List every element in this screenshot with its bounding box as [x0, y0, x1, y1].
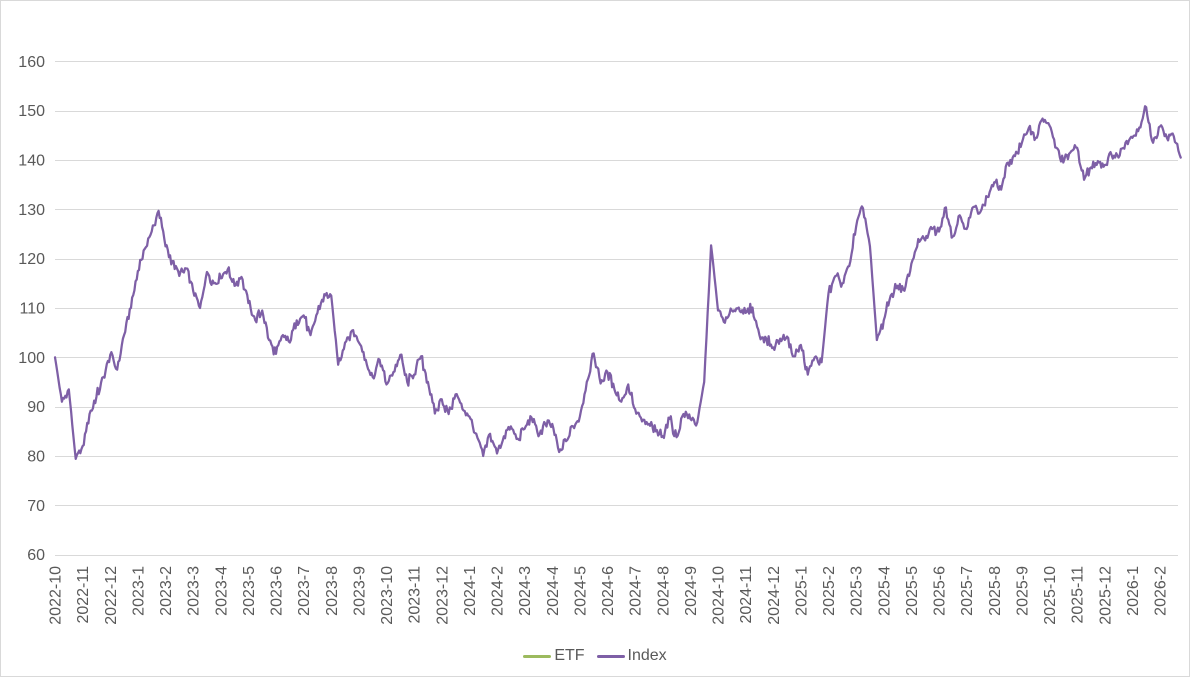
x-tick-label: 2025-9	[1014, 566, 1031, 616]
x-tick-label: 2023-3	[186, 566, 203, 616]
y-tick-label: 150	[18, 103, 45, 120]
x-tick-label: 2024-1	[462, 566, 479, 616]
x-tick-label: 2026-1	[1125, 566, 1142, 616]
x-tick-label: 2024-2	[490, 566, 507, 616]
x-tick-label: 2025-5	[904, 566, 921, 616]
x-tick-label: 2024-10	[711, 566, 728, 625]
x-tick-label: 2025-2	[821, 566, 838, 616]
x-tick-label: 2024-4	[545, 566, 562, 616]
legend-label-index: Index	[627, 647, 667, 664]
y-tick-label: 160	[18, 54, 45, 71]
x-tick-label: 2023-10	[379, 566, 396, 625]
x-tick-label: 2025-10	[1042, 566, 1059, 625]
y-tick-label: 140	[18, 153, 45, 170]
x-tick-label: 2023-9	[351, 566, 368, 616]
x-tick-label: 2025-8	[987, 566, 1004, 616]
x-tick-label: 2023-11	[407, 566, 424, 624]
x-tick-label: 2025-4	[876, 566, 893, 616]
x-tick-label: 2024-12	[766, 566, 783, 625]
x-tick-label: 2024-6	[600, 566, 617, 616]
legend-item-etf: ETF	[523, 646, 585, 666]
chart-legend: ETF Index	[0, 645, 1190, 667]
index-line-swatch	[596, 654, 625, 658]
x-tick-label: 2023-7	[296, 566, 313, 616]
x-tick-label: 2023-12	[434, 566, 451, 625]
y-tick-label: 110	[19, 301, 45, 318]
x-tick-label: 2025-7	[959, 566, 976, 616]
legend-item-index: Index	[596, 646, 667, 666]
x-tick-label: 2024-9	[683, 566, 700, 616]
x-tick-label: 2025-3	[849, 566, 866, 616]
x-tick-label: 2024-3	[517, 566, 534, 616]
x-tick-label: 2025-11	[1070, 566, 1087, 624]
y-tick-label: 120	[18, 251, 45, 268]
x-tick-label: 2022-10	[48, 566, 65, 625]
y-tick-label: 100	[18, 350, 45, 367]
x-tick-label: 2022-11	[75, 566, 92, 624]
x-tick-label: 2023-4	[213, 566, 230, 616]
index-line	[53, 105, 1182, 461]
x-tick-label: 2022-12	[103, 566, 120, 625]
x-tick-label: 2023-5	[241, 566, 258, 616]
x-tick-label: 2023-2	[158, 566, 175, 616]
legend-label-etf: ETF	[554, 647, 585, 664]
y-tick-label: 70	[27, 498, 45, 515]
x-tick-label: 2024-11	[738, 566, 755, 624]
x-tick-label: 2023-6	[269, 566, 286, 616]
y-tick-label: 60	[27, 547, 45, 564]
x-tick-label: 2025-6	[932, 566, 949, 616]
x-tick-label: 2023-8	[324, 566, 341, 616]
y-tick-label: 80	[27, 448, 45, 465]
x-tick-label: 2025-1	[793, 566, 810, 616]
x-tick-label: 2024-7	[628, 566, 645, 616]
y-tick-label: 90	[27, 399, 45, 416]
x-tick-label: 2025-12	[1097, 566, 1114, 625]
x-tick-label: 2026-2	[1153, 566, 1170, 616]
y-tick-label: 130	[18, 202, 45, 219]
x-tick-label: 2023-1	[130, 566, 147, 616]
x-tick-label: 2024-8	[655, 566, 672, 616]
x-tick-label: 2024-5	[572, 566, 589, 616]
etf-line-swatch	[523, 654, 552, 658]
